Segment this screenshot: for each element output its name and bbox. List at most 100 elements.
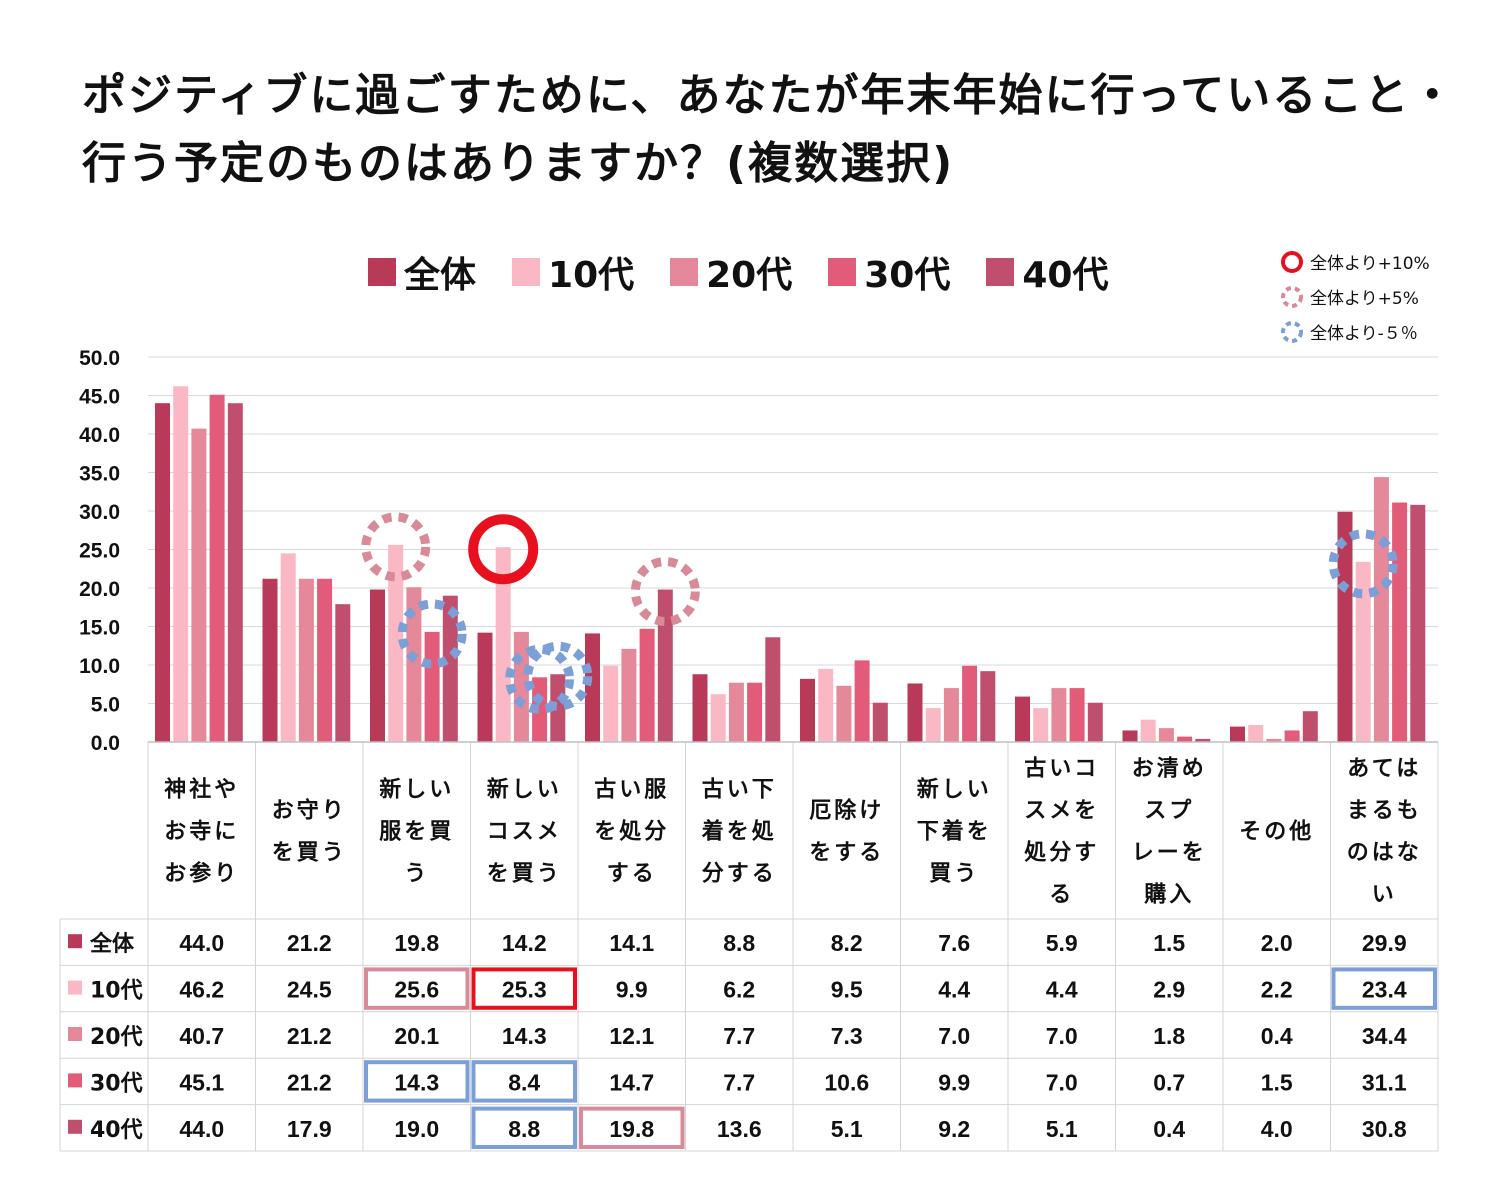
row-swatch <box>68 1073 82 1088</box>
bar <box>980 671 996 742</box>
category-label: 購入 <box>1144 883 1194 908</box>
bar <box>406 587 422 742</box>
table-cell-value: 14.7 <box>609 1069 654 1095</box>
table-cell-value: 7.0 <box>1046 1023 1078 1049</box>
table-cell-value: 12.1 <box>609 1023 654 1049</box>
y-tick-label: 5.0 <box>91 694 120 717</box>
table-highlight-box <box>471 967 577 1010</box>
legend-label-20s: 20代 <box>706 255 793 296</box>
bar <box>1069 688 1085 742</box>
table-cell-value: 13.6 <box>717 1116 762 1142</box>
table-cell-value: 4.0 <box>1261 1116 1293 1142</box>
legend-item-10s: 10代 <box>512 246 634 298</box>
category-label: を買う <box>272 841 347 866</box>
bar <box>1177 736 1193 742</box>
table-highlight-box <box>471 1106 577 1149</box>
row-swatch <box>68 1027 82 1041</box>
category-label: う <box>404 862 429 887</box>
table-cell-value: 34.4 <box>1362 1023 1407 1049</box>
table-cell-value: 5.1 <box>831 1116 863 1142</box>
table-cell-value: 2.2 <box>1261 977 1293 1003</box>
row-label: 全体 <box>89 931 135 957</box>
category-label: 神社や <box>164 777 239 803</box>
bar <box>907 683 923 742</box>
table-cell-value: 21.2 <box>287 1023 332 1049</box>
table-cell-value: 24.5 <box>287 977 332 1003</box>
category-label: 古い服 <box>594 777 669 803</box>
table-highlight-box <box>1331 967 1437 1010</box>
bar <box>532 677 548 742</box>
category-label: る <box>1049 883 1074 908</box>
category-label: 新しい <box>487 777 562 803</box>
bar <box>550 674 566 742</box>
table-cell-value: 2.0 <box>1261 930 1293 956</box>
bar <box>692 674 708 742</box>
legend: 全体 10代 20代 30代 40代 <box>368 246 1108 298</box>
legend-swatch-40s <box>986 258 1015 286</box>
bar <box>477 632 493 742</box>
category-label: 新しい <box>917 777 992 803</box>
bar <box>872 702 888 742</box>
category-label: 下着を <box>917 819 992 845</box>
row-swatch <box>68 1119 82 1134</box>
legend-item-20s: 20代 <box>670 246 792 298</box>
bar <box>1230 726 1245 742</box>
table-cell-value: 19.8 <box>609 1116 654 1142</box>
bar <box>1158 728 1174 742</box>
category-label: を処分 <box>594 819 669 845</box>
table-cell-value: 14.3 <box>394 1069 439 1095</box>
table-cell-value: 14.2 <box>502 930 547 956</box>
table-cell-value: 9.9 <box>938 1069 970 1095</box>
bar <box>1355 561 1371 742</box>
bar <box>925 708 941 742</box>
table-cell-value: 21.2 <box>287 930 332 956</box>
bar <box>298 578 314 742</box>
bar <box>1195 738 1211 742</box>
table-cell-value: 25.3 <box>502 977 547 1003</box>
bar <box>388 544 404 742</box>
bar <box>227 403 243 742</box>
table-cell-value: 6.2 <box>723 977 755 1003</box>
table-cell-value: 30.8 <box>1362 1116 1407 1142</box>
table-highlight-box <box>579 1106 685 1149</box>
category-label: お守り <box>272 798 347 824</box>
bar <box>424 631 440 742</box>
y-tick-label: 40.0 <box>79 424 120 447</box>
category-label: コスメ <box>487 820 562 845</box>
table-highlight-box <box>471 1060 577 1103</box>
bar <box>1410 504 1426 742</box>
category-label: まるも <box>1347 799 1422 824</box>
key-row-minus5: 全体より-５％ <box>1280 314 1430 349</box>
bar <box>335 604 351 742</box>
table-cell-value: 23.4 <box>1362 977 1407 1003</box>
key-label-plus5: 全体より+5% <box>1310 289 1419 309</box>
table-cell-value: 1.5 <box>1153 930 1185 956</box>
category-label: をする <box>809 841 884 866</box>
row-label: 40代 <box>90 1118 143 1143</box>
bar <box>1051 688 1067 742</box>
row-swatch <box>68 980 82 995</box>
dashed-circle-blue-icon <box>1281 320 1303 343</box>
bar <box>1087 702 1103 742</box>
y-tick-label: 30.0 <box>79 501 120 524</box>
bar <box>370 589 385 742</box>
highlight-circle <box>523 641 593 711</box>
bar <box>603 665 619 742</box>
legend-item-40s: 40代 <box>986 246 1108 298</box>
highlight-circle <box>468 514 539 585</box>
table-cell-value: 8.2 <box>831 930 863 956</box>
category-label: スプ <box>1144 799 1194 824</box>
bar <box>173 386 189 742</box>
bar <box>747 682 763 742</box>
category-label: を買う <box>487 862 562 887</box>
row-swatch <box>68 934 82 949</box>
table-cell-value: 8.4 <box>508 1069 540 1095</box>
table-cell-value: 0.7 <box>1153 1069 1185 1095</box>
table-cell-value: 4.4 <box>1046 977 1078 1003</box>
bar <box>155 403 170 742</box>
highlight-circle <box>505 644 575 714</box>
highlight-circle <box>630 557 700 627</box>
bar <box>657 589 673 742</box>
table-cell-value: 7.7 <box>723 1069 755 1095</box>
row-label: 10代 <box>90 979 143 1004</box>
